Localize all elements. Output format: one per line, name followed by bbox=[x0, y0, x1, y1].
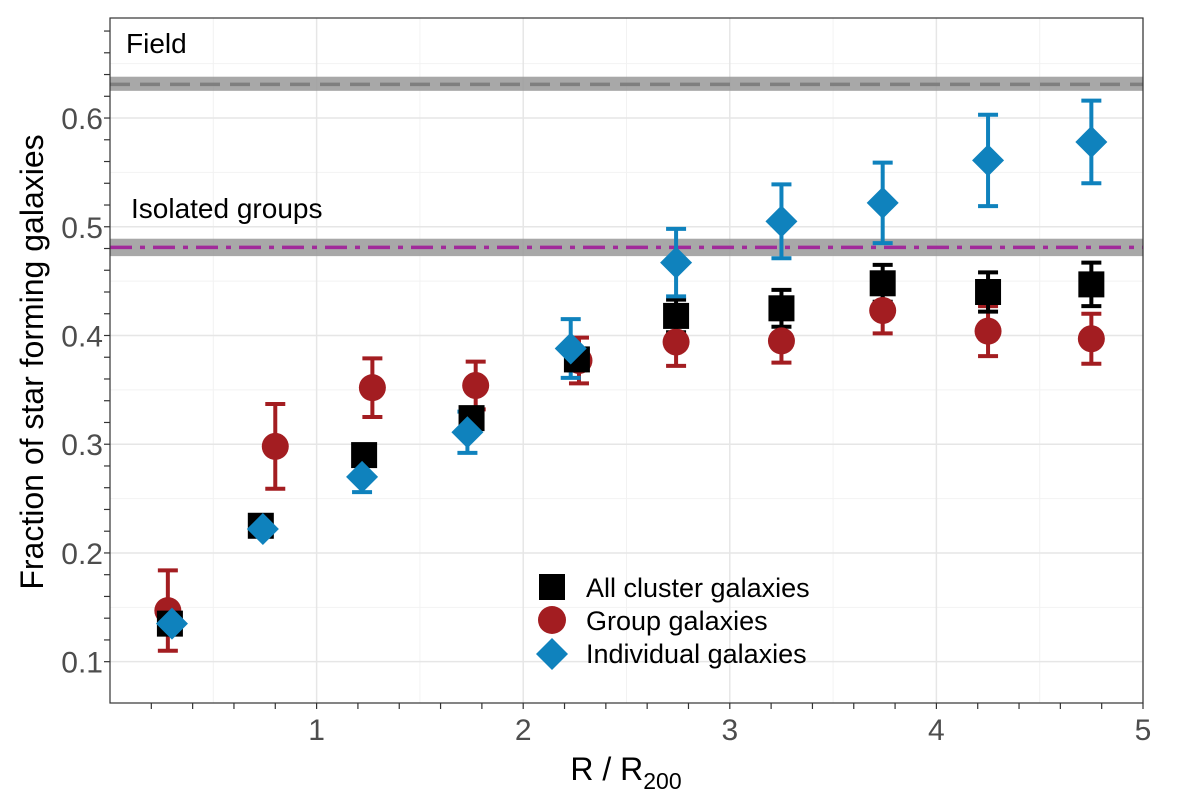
data-point-diamond bbox=[765, 205, 798, 238]
data-point-diamond bbox=[972, 144, 1005, 177]
data-point-square bbox=[975, 279, 1002, 305]
legend-key-circle bbox=[538, 606, 566, 634]
x-axis-title-main: R / R bbox=[570, 751, 643, 787]
data-point-diamond bbox=[1075, 125, 1108, 158]
x-tick-label: 5 bbox=[1135, 714, 1152, 747]
data-point-diamond bbox=[660, 246, 693, 279]
x-tick-label: 4 bbox=[928, 714, 945, 747]
data-point-circle bbox=[358, 374, 386, 402]
data-point-circle bbox=[974, 317, 1002, 345]
y-tick-label: 0.5 bbox=[61, 212, 103, 245]
y-tick-label: 0.6 bbox=[61, 103, 103, 136]
x-tick-label: 3 bbox=[721, 714, 738, 747]
data-point-diamond bbox=[246, 513, 279, 546]
legend-key-square bbox=[539, 574, 565, 600]
axis-ticks: 1 2 3 4 5 0.1 0.2 0.3 0.4 0.5 0.6 bbox=[61, 30, 1152, 747]
data-point-diamond bbox=[155, 607, 188, 640]
data-point-circle bbox=[462, 372, 490, 400]
data-point-diamond bbox=[554, 332, 587, 365]
data-point-square bbox=[869, 270, 896, 297]
y-tick-label: 0.3 bbox=[61, 429, 103, 462]
data-point-diamond bbox=[866, 186, 899, 219]
grid-lines bbox=[110, 18, 1144, 703]
legend-key-diamond bbox=[536, 638, 568, 670]
data-point-square bbox=[1078, 271, 1105, 298]
reference-bands bbox=[110, 76, 1143, 257]
isolated-groups-label: Isolated groups bbox=[131, 193, 322, 224]
panel-border bbox=[109, 17, 1144, 704]
legend-label-individual: Individual galaxies bbox=[586, 639, 807, 669]
data-point-square bbox=[663, 302, 690, 329]
data-point-diamond bbox=[346, 460, 379, 493]
legend: All cluster galaxies Group galaxies Indi… bbox=[536, 573, 810, 670]
data-point-square bbox=[768, 295, 795, 322]
data-point-circle bbox=[261, 432, 289, 460]
data-point-circle bbox=[869, 296, 897, 324]
data-point-circle bbox=[662, 328, 690, 356]
y-tick-label: 0.1 bbox=[61, 647, 103, 680]
x-axis-title-subscript: 200 bbox=[643, 768, 681, 794]
y-tick-label: 0.2 bbox=[61, 538, 103, 571]
x-axis-title: R / R200 bbox=[570, 751, 681, 794]
data-point-circle bbox=[767, 327, 795, 355]
data-point-circle bbox=[1077, 325, 1105, 353]
y-tick-label: 0.4 bbox=[61, 320, 103, 353]
data-point-diamond bbox=[451, 416, 484, 449]
x-tick-label: 2 bbox=[515, 714, 532, 747]
legend-label-group: Group galaxies bbox=[586, 606, 768, 636]
x-tick-label: 1 bbox=[308, 714, 325, 747]
y-axis-title: Fraction of star forming galaxies bbox=[14, 134, 50, 589]
data-points bbox=[154, 98, 1108, 653]
field-label: Field bbox=[126, 28, 187, 59]
legend-label-all-cluster: All cluster galaxies bbox=[586, 573, 810, 603]
